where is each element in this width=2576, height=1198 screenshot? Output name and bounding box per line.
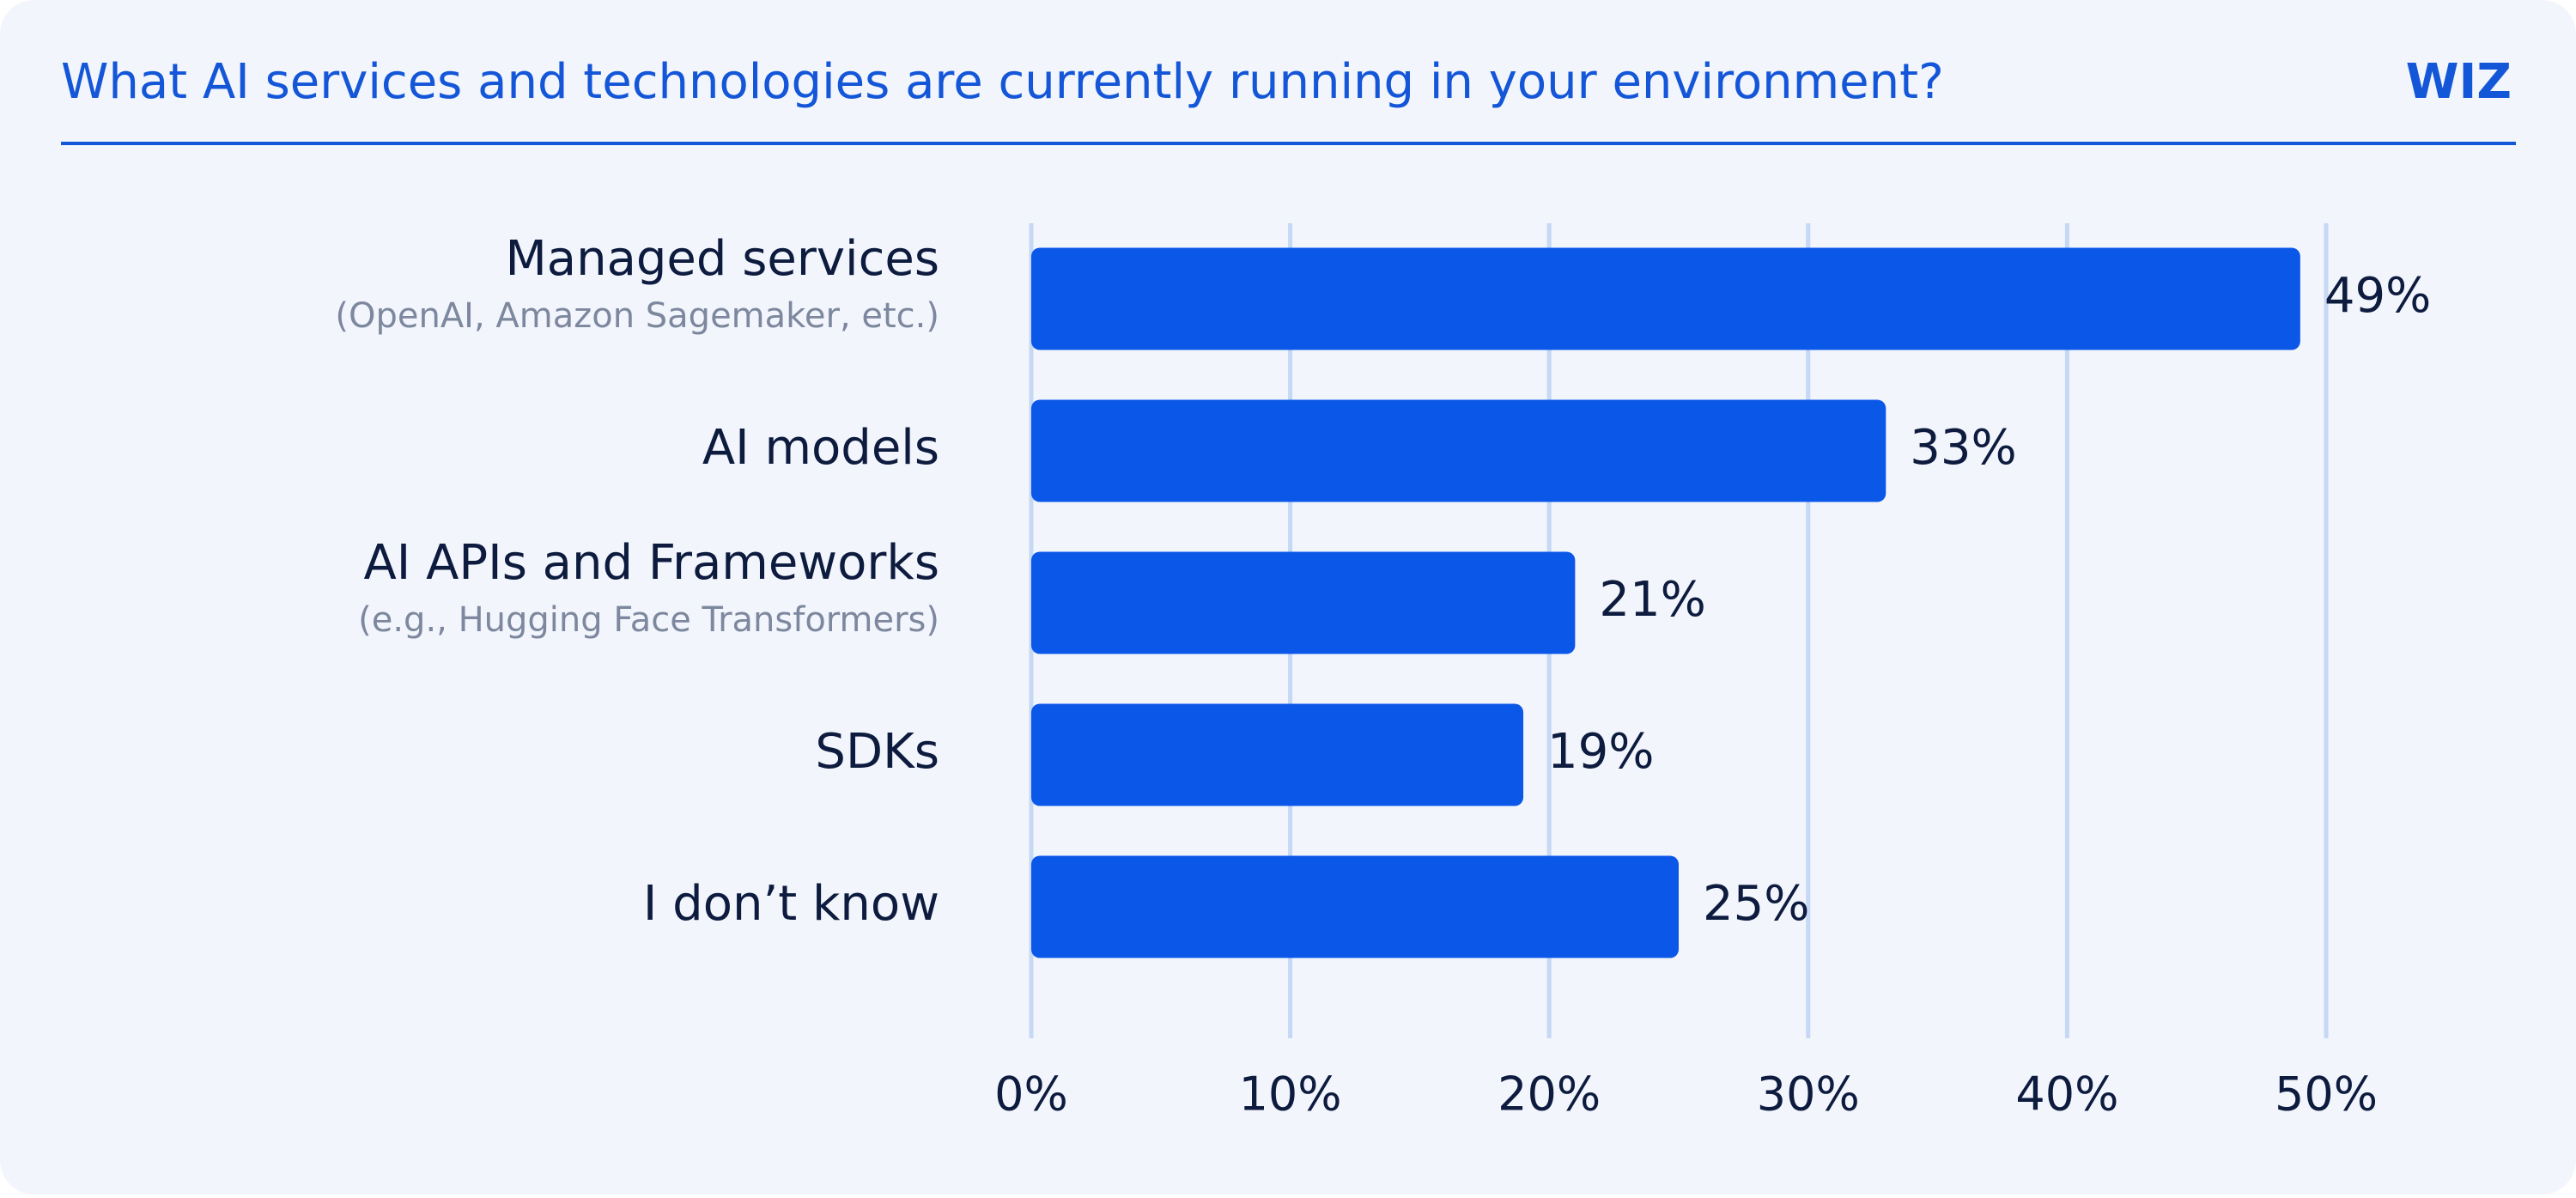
value-label: 49% (2324, 268, 2431, 324)
category-label: I don’t know (643, 876, 939, 932)
value-label: 19% (1547, 724, 1654, 780)
logo: WIZ (2406, 54, 2512, 110)
category-label: AI models (702, 420, 939, 476)
x-tick-label: 40% (2015, 1067, 2118, 1122)
x-tick-label: 0% (994, 1067, 1068, 1122)
x-tick-label: 30% (1757, 1067, 1860, 1122)
value-label: 33% (1910, 420, 2016, 476)
bar (1031, 703, 1524, 806)
category-label: Managed services (505, 231, 939, 287)
value-label: 25% (1703, 876, 1809, 932)
category-sublabel: (e.g., Hugging Face Transformers) (358, 600, 939, 640)
bar (1031, 247, 2300, 350)
bar (1031, 551, 1576, 654)
chart-title: What AI services and technologies are cu… (61, 54, 1944, 110)
x-tick-label: 20% (1498, 1067, 1601, 1122)
category-label: AI APIs and Frameworks (363, 535, 939, 591)
value-label: 21% (1599, 572, 1705, 628)
category-sublabel: (OpenAI, Amazon Sagemaker, etc.) (335, 296, 939, 336)
bar (1031, 855, 1679, 958)
category-label: SDKs (815, 724, 939, 780)
x-tick-label: 50% (2275, 1067, 2378, 1122)
x-tick-label: 10% (1239, 1067, 1342, 1122)
bar (1031, 399, 1886, 502)
